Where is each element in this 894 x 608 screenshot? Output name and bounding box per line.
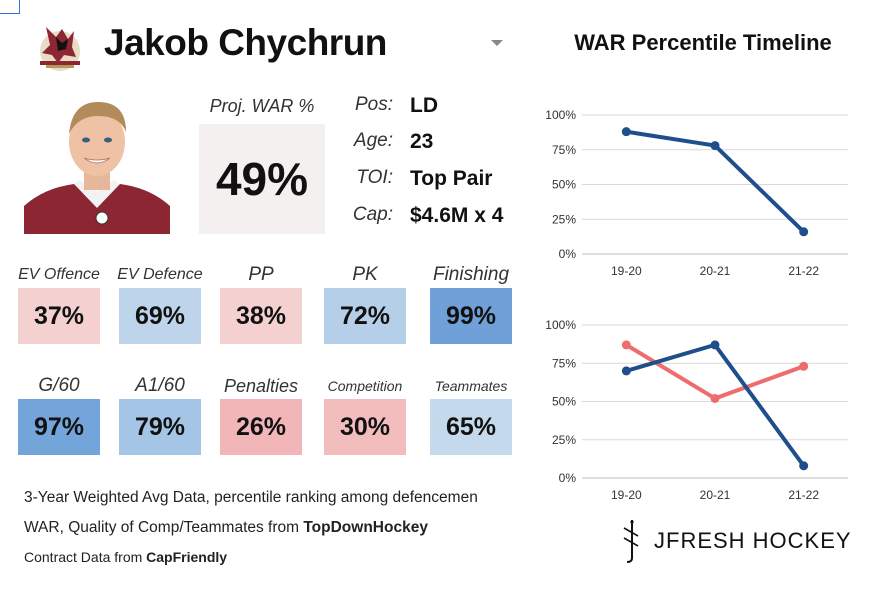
- x-tick-label: 20-21: [700, 264, 731, 278]
- stat-g60: G/60 97%: [18, 375, 100, 455]
- stat-label: PP: [248, 264, 274, 285]
- x-tick-label: 20-21: [700, 488, 731, 502]
- stat-label: Penalties: [223, 376, 299, 396]
- corner-mark: [0, 0, 20, 14]
- x-tick-label: 19-20: [611, 488, 642, 502]
- stat-value: 26%: [220, 399, 302, 455]
- stat-value: 65%: [430, 399, 512, 455]
- info-key: TOI:: [356, 167, 393, 188]
- data-point: [799, 461, 809, 471]
- info-key: Pos:: [354, 94, 393, 115]
- war-timeline-chart-2: 0% 25% 50% 75% 100% 19-20 20-21 21-22: [530, 312, 860, 502]
- jfresh-mark-icon: [623, 520, 639, 563]
- data-point: [710, 393, 720, 403]
- stat-value: 99%: [430, 288, 512, 344]
- brand-name: JFRESH HOCKEY: [654, 528, 852, 553]
- data-point: [799, 361, 809, 371]
- player-name: Jakob Chychrun: [104, 22, 387, 63]
- footnote-contract-prefix: Contract Data from: [24, 549, 147, 565]
- x-tick-label: 19-20: [611, 264, 642, 278]
- x-tick-label: 21-22: [788, 264, 819, 278]
- stat-a160: A1/60 79%: [119, 375, 201, 455]
- y-tick-label: 0%: [559, 471, 577, 485]
- data-point: [621, 127, 631, 137]
- timeline-title: WAR Percentile Timeline: [574, 30, 832, 55]
- stat-label: EV Defence: [117, 266, 203, 283]
- dropdown-caret-icon[interactable]: [490, 38, 504, 48]
- data-point: [710, 141, 720, 151]
- info-row-age: Age: 23: [340, 130, 530, 160]
- footnote-contract-source: Contract Data from CapFriendly: [24, 549, 227, 565]
- stat-label: EV Offence: [18, 266, 100, 283]
- y-tick-label: 0%: [559, 247, 577, 261]
- info-key: Age:: [353, 130, 393, 151]
- footnote-war-prefix: WAR, Quality of Comp/Teammates from: [24, 519, 304, 536]
- proj-war-box: 49%: [199, 124, 325, 234]
- stat-value: 97%: [18, 399, 100, 455]
- x-tick-label: 21-22: [788, 488, 819, 502]
- y-tick-label: 50%: [552, 395, 576, 409]
- y-tick-label: 100%: [545, 318, 576, 332]
- war-timeline-chart-1: 0% 25% 50% 75% 100% 19-20 20-21 21-22: [530, 100, 860, 285]
- stat-ev-offence: EV Offence 37%: [18, 264, 100, 344]
- stat-label: Finishing: [432, 264, 510, 285]
- y-tick-label: 50%: [552, 178, 576, 192]
- footnote-war-source: WAR, Quality of Comp/Teammates from TopD…: [24, 519, 428, 537]
- series-line-2: [624, 342, 806, 401]
- data-point: [621, 366, 631, 376]
- y-tick-label: 75%: [552, 356, 576, 370]
- y-tick-label: 100%: [545, 108, 576, 122]
- stat-value: 69%: [119, 288, 201, 344]
- stat-value: 37%: [18, 288, 100, 344]
- info-value: $4.6M x 4: [410, 204, 504, 227]
- stat-value: 38%: [220, 288, 302, 344]
- stat-teammates: Teammates 65%: [430, 375, 512, 455]
- stat-ev-defence: EV Defence 69%: [117, 264, 203, 344]
- y-tick-label: 25%: [552, 212, 576, 226]
- info-row-cap: Cap: $4.6M x 4: [340, 204, 530, 234]
- info-value: LD: [410, 94, 438, 117]
- coyotes-logo-icon: [40, 27, 80, 71]
- info-value: 23: [410, 130, 434, 153]
- stat-competition: Competition 30%: [324, 375, 406, 455]
- footnote-data-source: 3-Year Weighted Avg Data, percentile ran…: [24, 489, 478, 506]
- info-value: Top Pair: [410, 167, 493, 190]
- stat-label: A1/60: [135, 375, 185, 396]
- data-point: [621, 340, 631, 350]
- stat-label: Competition: [327, 378, 403, 394]
- stat-label: G/60: [38, 375, 80, 396]
- proj-war-value: 49%: [215, 153, 309, 205]
- source-topdownhockey: TopDownHockey: [303, 519, 428, 536]
- stat-pk: PK 72%: [324, 264, 406, 344]
- info-key: Cap:: [352, 204, 393, 225]
- data-point: [710, 340, 720, 350]
- stat-value: 30%: [324, 399, 406, 455]
- stat-penalties: Penalties 26%: [220, 375, 302, 455]
- data-point: [799, 227, 809, 237]
- info-row-toi: TOI: Top Pair: [340, 167, 530, 197]
- stat-value: 72%: [324, 288, 406, 344]
- chart-2-svg: 0% 25% 50% 75% 100% 19-20 20-21 21-22: [545, 318, 848, 502]
- proj-war-label: Proj. WAR %: [209, 96, 315, 116]
- player-headshot-image: [24, 88, 170, 234]
- y-tick-label: 75%: [552, 143, 576, 157]
- y-tick-label: 25%: [552, 433, 576, 447]
- stat-label: PK: [352, 264, 378, 285]
- chart-1-svg: 0% 25% 50% 75% 100% 19-20 20-21 21-22: [545, 108, 848, 278]
- jfresh-hockey-brand: JFRESH HOCKEY: [618, 518, 858, 564]
- stat-pp: PP 38%: [220, 264, 302, 344]
- source-capfriendly: CapFriendly: [146, 549, 228, 565]
- stat-value: 79%: [119, 399, 201, 455]
- stat-finishing: Finishing 99%: [430, 264, 512, 344]
- stat-label: Teammates: [434, 378, 508, 394]
- info-row-pos: Pos: LD: [340, 94, 530, 124]
